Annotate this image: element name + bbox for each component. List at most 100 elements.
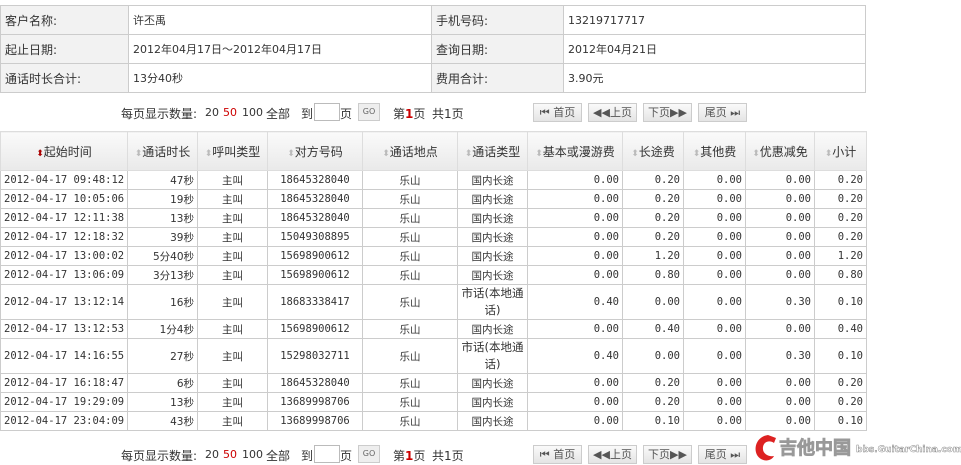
first-page-button[interactable]: ⏮ 首页 xyxy=(533,103,582,122)
column-header[interactable]: ⬍通话类型 xyxy=(457,131,528,171)
cell: 0.00 xyxy=(745,208,815,228)
per-page-50[interactable]: 50 xyxy=(223,448,237,461)
pager: 每页显示数量: 20 50 100 全部 到 页 GO 第1页 共1页 ⏮ 首页… xyxy=(0,103,866,123)
cell: 1分4秒 xyxy=(127,319,198,339)
column-header[interactable]: ⬍起始时间 xyxy=(0,131,128,171)
page-number-input[interactable] xyxy=(314,445,340,463)
per-page-50[interactable]: 50 xyxy=(223,106,237,119)
cell: 乐山 xyxy=(362,373,458,393)
cell: 0.80 xyxy=(622,265,684,285)
column-header[interactable]: ⬍优惠减免 xyxy=(745,131,815,171)
sort-icon: ⬍ xyxy=(692,148,701,159)
cell: 0.00 xyxy=(745,411,815,431)
query-date-value: 2012年04月21日 xyxy=(563,34,866,64)
current-suffix: 页 xyxy=(413,107,426,121)
cell: 0.00 xyxy=(527,392,623,412)
cell: 0.00 xyxy=(683,246,746,266)
sort-icon: ⬍ xyxy=(752,148,760,159)
last-page-button[interactable]: 尾页 ⏭ xyxy=(698,103,747,122)
cell: 6秒 xyxy=(127,373,198,393)
cell: 主叫 xyxy=(197,338,268,374)
column-header[interactable]: ⬍对方号码 xyxy=(267,131,363,171)
per-page-100[interactable]: 100 xyxy=(242,106,263,119)
cell: 18683338417 xyxy=(267,284,363,320)
cell: 乐山 xyxy=(362,319,458,339)
per-page-label: 每页显示数量: xyxy=(121,449,198,463)
cell: 0.10 xyxy=(814,411,867,431)
cell: 主叫 xyxy=(197,189,268,209)
page-number-input[interactable] xyxy=(314,103,340,121)
next-label: 下页 xyxy=(648,106,671,119)
sort-icon: ⬍ xyxy=(36,148,44,159)
cell: 0.00 xyxy=(745,227,815,247)
column-label: 小计 xyxy=(832,144,857,159)
per-page-20[interactable]: 20 xyxy=(205,106,219,119)
cell: 0.10 xyxy=(814,284,867,320)
table-row: 2012-04-17 19:29:09 13秒 主叫 13689998706 乐山 国内长… xyxy=(0,392,867,412)
cell: 43秒 xyxy=(127,411,198,431)
column-header[interactable]: ⬍长途费 xyxy=(622,131,684,171)
table-row: 2012-04-17 23:04:09 43秒 主叫 13689998706 乐山 国内长… xyxy=(0,411,867,431)
column-header[interactable]: ⬍基本或漫游费 xyxy=(527,131,623,171)
cell: 主叫 xyxy=(197,265,268,285)
cell: 2012-04-17 16:18:47 xyxy=(0,373,128,393)
cell: 0.00 xyxy=(527,265,623,285)
cell: 0.00 xyxy=(745,189,815,209)
page-unit-label: 页 xyxy=(340,449,353,463)
per-page-all[interactable]: 全部 xyxy=(266,107,291,121)
per-page-100[interactable]: 100 xyxy=(242,448,263,461)
cell: 主叫 xyxy=(197,227,268,247)
cell: 0.00 xyxy=(683,284,746,320)
cell: 18645328040 xyxy=(267,170,363,190)
last-page-button[interactable]: 尾页 ⏭ xyxy=(698,445,747,464)
guitarchina-watermark-logo: 吉他中国 bbs.GuitarChina.com xyxy=(755,435,961,461)
first-page-button[interactable]: ⏮ 首页 xyxy=(533,445,582,464)
cell: 3分13秒 xyxy=(127,265,198,285)
query-date-label: 查询日期: xyxy=(431,34,564,64)
prev-page-button[interactable]: ◀◀上页 xyxy=(588,445,637,464)
last-label: 尾页 xyxy=(704,448,727,461)
column-label: 长途费 xyxy=(638,144,675,159)
cell: 2012-04-17 19:29:09 xyxy=(0,392,128,412)
column-header[interactable]: ⬍小计 xyxy=(814,131,867,171)
cell: 主叫 xyxy=(197,319,268,339)
cell: 0.30 xyxy=(745,284,815,320)
go-button[interactable]: GO xyxy=(358,103,380,121)
column-header[interactable]: ⬍其他费 xyxy=(683,131,746,171)
cell: 主叫 xyxy=(197,284,268,320)
current-prefix: 第 xyxy=(393,449,406,463)
cell: 0.40 xyxy=(814,319,867,339)
column-label: 通话时长 xyxy=(142,144,191,159)
next-page-button[interactable]: 下页▶▶ xyxy=(643,103,692,122)
go-button[interactable]: GO xyxy=(358,445,380,463)
prev-page-button[interactable]: ◀◀上页 xyxy=(588,103,637,122)
prev-label: 上页 xyxy=(609,106,632,119)
cell: 27秒 xyxy=(127,338,198,374)
per-page-all[interactable]: 全部 xyxy=(266,449,291,463)
first-icon: ⏮ xyxy=(539,106,550,119)
summary-table: 客户名称: 许丕禹 手机号码: 13219717717 起止日期: 2012年04月17… xyxy=(0,5,866,93)
cell: 0.00 xyxy=(527,246,623,266)
last-label: 尾页 xyxy=(704,106,727,119)
sort-icon: ⬍ xyxy=(204,148,213,159)
column-header[interactable]: ⬍呼叫类型 xyxy=(197,131,268,171)
cell: 0.00 xyxy=(527,319,623,339)
cell: 乐山 xyxy=(362,265,458,285)
cell: 国内长途 xyxy=(457,170,528,190)
cell: 乐山 xyxy=(362,189,458,209)
cell: 0.00 xyxy=(527,227,623,247)
cell: 0.00 xyxy=(745,373,815,393)
phone-value: 13219717717 xyxy=(563,5,866,35)
next-page-button[interactable]: 下页▶▶ xyxy=(643,445,692,464)
next-icon: ▶▶ xyxy=(670,106,687,119)
cell: 国内长途 xyxy=(457,246,528,266)
cell: 0.00 xyxy=(745,170,815,190)
cell: 39秒 xyxy=(127,227,198,247)
cell: 0.00 xyxy=(683,189,746,209)
column-header[interactable]: ⬍通话地点 xyxy=(362,131,458,171)
prev-icon: ◀◀ xyxy=(593,448,610,461)
column-header[interactable]: ⬍通话时长 xyxy=(127,131,198,171)
phone-label: 手机号码: xyxy=(431,5,564,35)
per-page-20[interactable]: 20 xyxy=(205,448,219,461)
cell: 0.00 xyxy=(683,373,746,393)
